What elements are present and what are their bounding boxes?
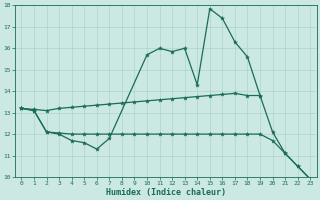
X-axis label: Humidex (Indice chaleur): Humidex (Indice chaleur)	[106, 188, 226, 197]
